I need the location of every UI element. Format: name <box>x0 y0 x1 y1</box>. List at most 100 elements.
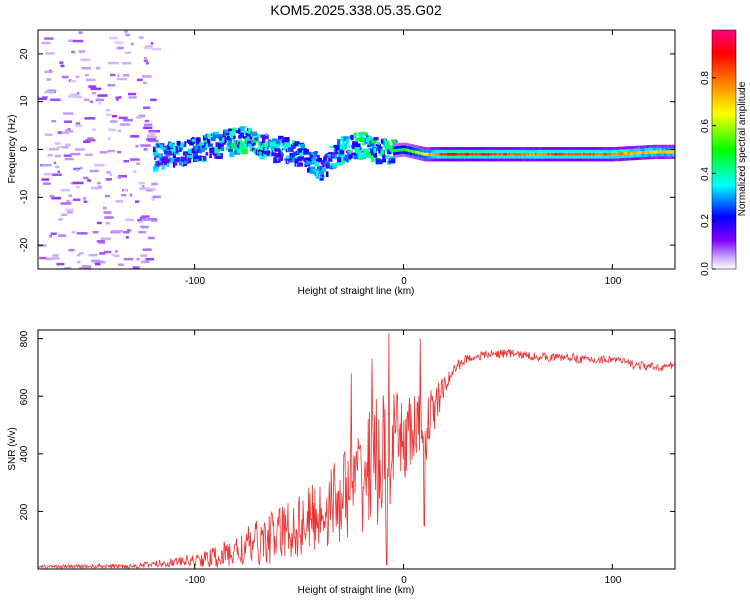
spectrogram-ridge-cell <box>436 158 439 162</box>
spectrogram-ridge-cell <box>240 126 245 132</box>
spectrogram-ridge-cell <box>469 150 472 153</box>
spectrogram-ridge-cell <box>439 152 442 156</box>
spectrogram-ridge-cell <box>199 148 202 154</box>
spectrogram-ridge-cell <box>580 147 583 150</box>
spectrogram-ridge-cell <box>589 150 591 153</box>
spectrogram-ridge-cell <box>415 153 417 157</box>
spectrogram-ridge-cell <box>590 158 593 162</box>
spectrogram-ridge-cell <box>434 147 436 150</box>
spectrogram-noise-cell <box>140 225 149 229</box>
spectrogram-noise-cell <box>143 59 149 63</box>
spectrogram-ridge-cell <box>476 150 479 153</box>
spectrogram-ridge-cell <box>467 158 470 162</box>
spectrogram-ridge-cell <box>632 146 635 149</box>
spectrogram-ridge-cell <box>555 152 558 156</box>
spectrogram-ridge-cell <box>337 162 343 166</box>
spectrogram-ridge-cell <box>546 152 549 156</box>
spectrogram-ridge-cell <box>397 145 400 149</box>
spectrogram-ridge-cell <box>367 144 371 148</box>
spectrogram-ridge-cell <box>344 154 350 159</box>
spectrogram-ridge-cell <box>507 158 510 162</box>
spectrogram-ridge-cell <box>583 155 586 159</box>
spectrogram-ridge-cell <box>416 156 419 160</box>
spectrogram-ridge-cell <box>553 147 556 150</box>
spectrogram-ridge-cell <box>400 154 403 157</box>
spectrogram-ridge-cell <box>450 152 453 156</box>
spectrogram-noise-cell <box>46 257 52 261</box>
spectrogram-ridge-cell <box>302 150 305 155</box>
spectrogram-ridge-cell <box>438 158 441 162</box>
spectrogram-ridge-cell <box>571 147 574 150</box>
spectrogram-ridge-cell <box>280 153 284 157</box>
spectrogram-ridge-cell <box>265 142 271 148</box>
spectrogram-ridge-cell <box>634 151 637 155</box>
spectrogram-ridge-cell <box>568 155 571 159</box>
spectrogram-ridge-cell <box>569 152 572 156</box>
spectrogram-ridge-cell <box>534 147 537 150</box>
spectrogram-ridge-cell <box>472 147 474 150</box>
spectrogram-ridge-cell <box>656 153 659 157</box>
spectrogram-ridge-cell <box>457 158 460 162</box>
spectrogram-ridge-cell <box>523 150 526 153</box>
spectrogram-noise-cell <box>57 131 62 134</box>
spectrogram-ridge-cell <box>261 143 264 147</box>
spectrogram-ridge-cell <box>260 134 265 139</box>
spectrogram-ridge-cell <box>259 154 265 160</box>
spectrogram-ridge-cell <box>439 155 442 159</box>
spectrogram-noise-cell <box>108 36 118 40</box>
spectrogram-ridge-cell <box>394 152 397 155</box>
spectrogram-ridge-cell <box>415 145 417 148</box>
spectrogram-noise-cell <box>117 129 122 133</box>
spectrogram-ridge-cell <box>647 145 650 148</box>
spectrogram-ridge-cell <box>491 158 493 162</box>
spectrogram-ridge-cell <box>587 155 590 159</box>
spectrogram-noise-cell <box>50 232 57 235</box>
spectrogram-noise-cell <box>68 95 79 98</box>
spectrogram-ridge-cell <box>663 144 666 148</box>
spectrogram-ridge-cell <box>653 153 656 157</box>
spectrogram-ridge-cell <box>643 145 645 149</box>
spectrogram-ridge-cell <box>248 143 253 147</box>
spectrogram-noise-cell <box>105 113 112 116</box>
spectrogram-ridge-cell <box>536 150 539 153</box>
spectrogram-noise-cell <box>124 30 128 33</box>
spectrogram-ridge-cell <box>660 156 663 159</box>
spectrogram-ridge-cell <box>491 155 493 159</box>
spectrogram-noise-cell <box>82 265 91 268</box>
spectrogram-ridge-cell <box>486 147 489 150</box>
spectrogram-ridge-cell <box>672 156 675 159</box>
spectrogram-ridge-cell <box>546 147 549 150</box>
spectrogram-ridge-cell <box>154 156 157 160</box>
spectrogram-ridge-cell <box>618 149 621 153</box>
spectrogram-ridge-cell <box>409 149 412 153</box>
spectrogram-ridge-cell <box>340 138 344 141</box>
spectrogram-ridge-cell <box>622 152 625 156</box>
spectrogram-ridge-cell <box>521 155 524 159</box>
spectrogram-ridge-cell <box>638 157 641 160</box>
spectrogram-ridge-cell <box>467 150 470 153</box>
spectrogram-ridge-cell <box>590 152 593 156</box>
spectrogram-ridge-cell <box>339 143 345 149</box>
spectrogram-ridge-cell <box>656 156 659 159</box>
spectrogram-ridge-cell <box>154 152 159 157</box>
spectrogram-ridge-cell <box>360 131 366 135</box>
spectrogram-ridge-cell <box>577 150 580 153</box>
spectrogram-ridge-cell <box>216 149 220 152</box>
spectrogram-ridge-cell <box>416 151 419 154</box>
spectrogram-noise-cell <box>130 42 134 46</box>
spectrogram-ridge-cell <box>569 147 572 150</box>
spectrogram-ridge-cell <box>629 154 632 158</box>
spectrogram-ridge-cell <box>591 158 594 162</box>
spectrogram-ridge-cell <box>632 154 635 158</box>
spectrogram-ridge-cell <box>284 137 290 143</box>
spectrogram-ridge-cell <box>526 158 529 162</box>
spectrogram-ridge-cell <box>450 155 453 159</box>
spectrogram-ridge-cell <box>615 149 618 153</box>
spectrogram-noise-cell <box>46 89 57 92</box>
spectrogram-ridge-cell <box>483 147 486 150</box>
spectrogram-ridge-cell <box>556 147 559 150</box>
spectrogram-ridge-cell <box>224 136 227 143</box>
spectrogram-ridge-cell <box>491 152 493 156</box>
spectrogram-ridge-cell <box>362 142 366 146</box>
